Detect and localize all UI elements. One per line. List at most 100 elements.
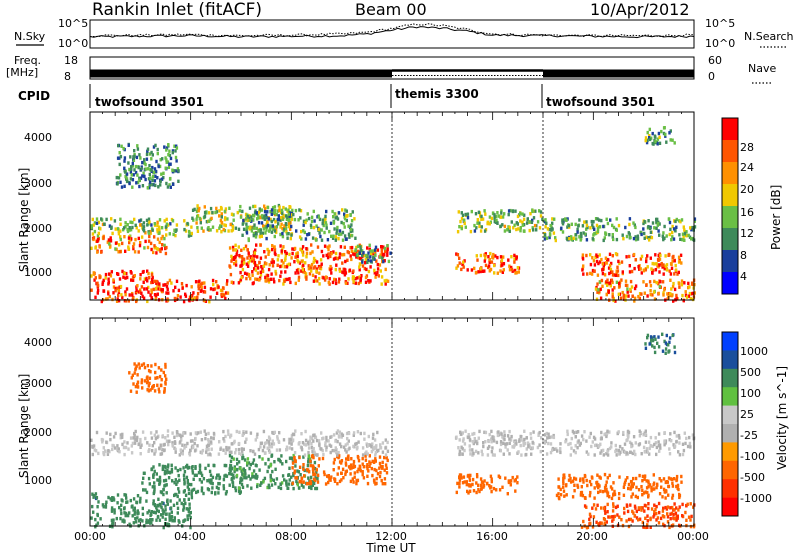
vel-cells-cell-4 xyxy=(200,438,204,442)
power-cells-cell-14 xyxy=(165,160,168,164)
power-cells-cell-10 xyxy=(689,226,692,230)
power-cells-cell-2 xyxy=(230,259,233,263)
xtick-2400: 00:00 xyxy=(677,530,709,543)
power-cells-cell-14 xyxy=(151,165,154,170)
vel-cells-cell-4 xyxy=(270,445,274,449)
vel-cells-cell-0 xyxy=(170,510,173,514)
power-cells-cell-5 xyxy=(289,205,292,209)
power-cells-cell-2 xyxy=(332,250,335,254)
power-cells-cell-8 xyxy=(531,226,534,230)
vel-cbar-tick-500: 500 xyxy=(740,366,761,379)
vel-cells-cell-1 xyxy=(191,471,195,475)
vel-cells-cell-8 xyxy=(599,489,602,493)
power-cells-cell-8 xyxy=(488,215,492,219)
vel-cells-cell-7 xyxy=(649,435,653,440)
power-cells-cell-5 xyxy=(282,213,285,218)
power-cells-cell-12 xyxy=(672,299,675,303)
vel-cells-cell-0 xyxy=(128,511,131,515)
power-cells-cell-2 xyxy=(243,271,247,275)
power-cells-cell-9 xyxy=(479,267,482,271)
power-cells-cell-11 xyxy=(616,265,619,269)
power-cells-cell-11 xyxy=(581,257,585,261)
vel-cells-cell-1 xyxy=(174,466,177,470)
power-cells-cell-12 xyxy=(633,296,637,300)
vel-cells-cell-4 xyxy=(196,444,199,448)
power-cells-cell-4 xyxy=(119,229,122,233)
vel-cells-cell-8 xyxy=(622,493,626,497)
power-cells-cell-6 xyxy=(287,224,290,229)
vel-cells-cell-9 xyxy=(653,513,656,517)
vel-cells-cell-4 xyxy=(320,447,323,451)
power-cells-cell-3 xyxy=(139,241,142,245)
power-cells-cell-14 xyxy=(173,144,176,148)
power-cells-cell-14 xyxy=(117,143,120,148)
power-cells-cell-5 xyxy=(237,227,241,231)
power-cells-cell-3 xyxy=(92,236,96,240)
power-cells-cell-2 xyxy=(301,267,305,272)
power-cells-cell-11 xyxy=(651,270,654,275)
power-cells-cell-5 xyxy=(219,218,223,223)
vel-cells-cell-3 xyxy=(340,459,344,463)
power-cells-cell-6 xyxy=(248,218,252,222)
power-cells-cell-3 xyxy=(132,242,136,246)
power-cells-cell-10 xyxy=(561,218,564,222)
power-cells-cell-10 xyxy=(615,237,619,242)
power-cells-cell-14 xyxy=(134,170,138,175)
vel-cells-cell-2 xyxy=(251,461,255,465)
vel-cells-cell-6 xyxy=(482,484,486,488)
power-cells-cell-1 xyxy=(166,281,169,285)
power-cells-cell-6 xyxy=(325,226,328,230)
vel-cells-cell-9 xyxy=(668,525,671,530)
power-cells-cell-11 xyxy=(596,273,600,277)
vel-cells-cell-8 xyxy=(576,483,579,488)
power-cells-cell-2 xyxy=(276,263,279,267)
power-cells-cell-6 xyxy=(342,221,345,226)
vel-cells-cell-4 xyxy=(178,433,181,437)
vel-cells-cell-1 xyxy=(153,485,156,489)
power-cells-cell-2 xyxy=(305,251,309,255)
power-cells-cell-2 xyxy=(319,264,323,269)
power-cells-cell-12 xyxy=(678,281,681,286)
power-cells-cell-0 xyxy=(93,278,96,282)
vel-cells-cell-2 xyxy=(313,460,317,465)
power-cells-cell-3 xyxy=(150,247,153,252)
power-ytick-4000: 4000 xyxy=(24,131,52,144)
power-cells-cell-3 xyxy=(114,247,117,251)
vel-cells-cell-3 xyxy=(347,454,350,458)
power-cells-cell-6 xyxy=(341,208,344,212)
vel-cells-cell-7 xyxy=(675,440,678,444)
vel-cells-cell-7 xyxy=(572,431,576,435)
vel-cells-cell-9 xyxy=(598,523,601,527)
vel-cells-cell-3 xyxy=(357,467,360,471)
power-cells-cell-5 xyxy=(196,229,200,233)
power-cells-cell-4 xyxy=(101,222,105,227)
power-cells-cell-4 xyxy=(156,223,159,228)
vel-cells-cell-3 xyxy=(385,456,388,460)
power-cells-cell-14 xyxy=(174,155,178,160)
vel-cells-cell-7 xyxy=(515,442,518,446)
vel-cells-cell-4 xyxy=(384,446,387,450)
vel-cells-cell-7 xyxy=(570,436,573,441)
vel-cells-cell-8 xyxy=(675,484,678,489)
nsky-label: N.Sky xyxy=(14,30,46,43)
power-cells-cell-6 xyxy=(341,238,345,242)
vel-cells-cell-7 xyxy=(657,432,661,436)
power-cells-cell-1 xyxy=(194,280,198,284)
power-cells-cell-3 xyxy=(152,250,155,255)
vel-cells-cell-4 xyxy=(372,432,375,437)
vel-cells-cell-0 xyxy=(104,503,108,507)
vel-cells-cell-7 xyxy=(559,447,562,451)
vel-cells-cell-1 xyxy=(233,469,236,474)
vel-cells-cell-1 xyxy=(212,463,215,468)
power-cells-cell-1 xyxy=(221,286,225,290)
power-cells-cell-2 xyxy=(256,266,259,270)
power-cells-cell-6 xyxy=(245,231,249,235)
power-cells-cell-10 xyxy=(674,219,677,224)
vel-cells-cell-6 xyxy=(458,485,461,489)
vel-cells-cell-10 xyxy=(668,340,671,344)
power-cells-cell-2 xyxy=(380,282,383,286)
power-cells-cell-8 xyxy=(481,217,485,221)
vel-cells-cell-9 xyxy=(613,514,616,519)
vel-cells-cell-9 xyxy=(591,525,595,529)
power-cells-cell-5 xyxy=(278,205,281,209)
